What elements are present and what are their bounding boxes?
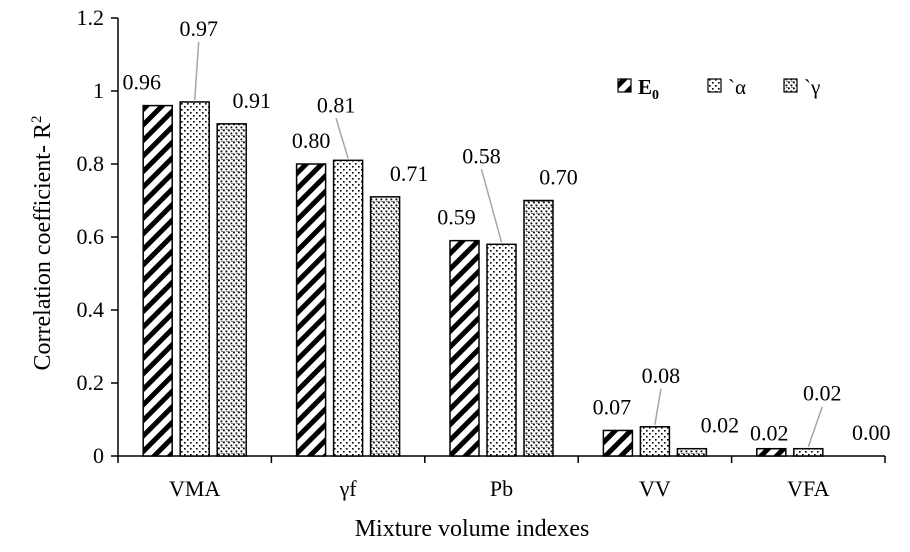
y-tick-label: 0.4 [77,297,105,322]
data-label: 0.02 [701,413,740,438]
bar [523,199,554,457]
data-label: 0.00 [852,420,891,445]
leader-line [807,406,824,447]
data-label: 0.71 [390,161,429,186]
bar [142,104,173,457]
leader-line [335,118,349,159]
x-axis: VMA γf Pb VV VFA [117,455,886,501]
bar [756,447,787,457]
data-label: 0.02 [803,381,842,406]
data-label: 0.07 [593,394,632,419]
bar [449,239,480,457]
y-tick-label: 0.6 [77,224,105,249]
bar [369,196,401,457]
data-label: 0.81 [317,92,356,117]
y-tick-label: 0.8 [77,151,105,176]
legend-swatch [783,78,798,93]
leader-lines [193,41,824,447]
y-axis-title-superscript: 2 [29,116,45,124]
x-tick-label: VMA [169,476,220,501]
data-label: 0.59 [437,205,476,230]
data-label: 0.91 [232,88,271,113]
x-tick-label: Pb [490,476,513,501]
data-label: 0.96 [122,70,161,95]
data-labels: 0.96 0.80 0.59 0.07 0.02 0.97 0.81 0.58 0.08 0.02… [122,16,890,446]
y-tick-label: 1 [93,78,104,103]
bar [295,163,327,457]
x-tick-label: VV [639,476,671,501]
y-tick-label: 0 [93,443,104,468]
bar [216,123,247,457]
bar [179,101,210,457]
legend-label: `α [728,75,746,99]
data-label: 0.02 [750,421,789,446]
data-label: 0.08 [642,363,681,388]
bars [142,101,824,457]
legend-label: `γ [804,75,820,99]
bar [676,447,708,457]
x-tick-label: VFA [787,476,829,501]
x-axis-title: Mixture volume indexes [355,516,590,542]
x-tick-label: γf [339,476,358,501]
legend-label: E0 [638,75,659,103]
bar [602,429,634,457]
data-label: 0.97 [179,16,218,41]
y-axis: 0 0.2 0.4 0.6 0.8 1 1.2 [77,5,119,468]
bar [793,447,824,457]
y-tick-label: 1.2 [77,5,105,30]
bar [639,426,671,457]
bar [486,243,517,457]
y-axis-title: Correlation coefficient- R2 [29,116,56,371]
leader-line [480,169,503,243]
data-label: 0.70 [539,165,578,190]
legend-swatch [707,78,722,93]
legend-swatch [617,78,632,93]
data-label: 0.58 [462,143,501,168]
bar [332,159,364,457]
y-axis-title-text: Correlation coefficient- R [30,123,56,370]
data-label: 0.80 [292,128,331,153]
leader-line [654,388,662,425]
y-tick-label: 0.2 [77,370,105,395]
leader-line [193,41,200,101]
legend: E0 `α `γ [617,75,820,103]
